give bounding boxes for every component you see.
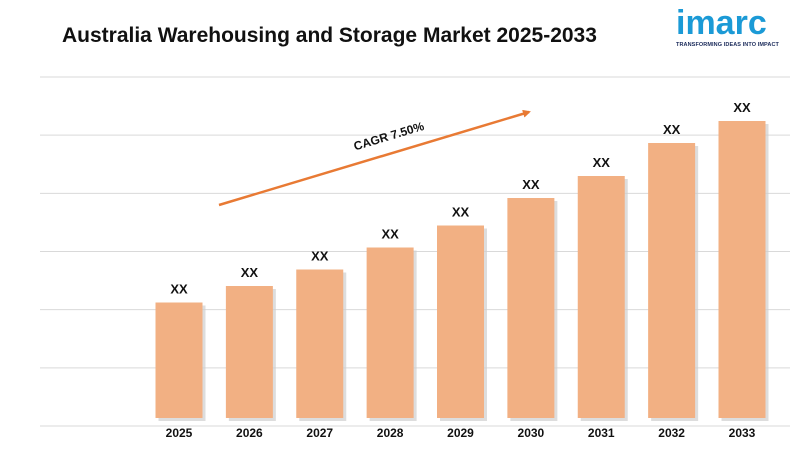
cagr-arrow [218,109,531,207]
x-tick-2033: 2033 [729,426,756,440]
data-label-2033: XX [733,100,751,115]
bar-2029 [437,225,484,418]
bar-2025 [155,302,203,418]
bar-2032 [648,143,696,418]
x-tick-2029: 2029 [447,426,474,440]
data-label-2025: XX [170,282,188,297]
data-label-2028: XX [381,227,399,242]
data-label-2030: XX [522,177,540,192]
imarc-logo: imarc TRANSFORMING IDEAS INTO IMPACT [676,6,788,56]
x-tick-2026: 2026 [236,426,263,440]
cagr-label: CAGR 7.50% [352,119,426,153]
bar-2031 [577,176,625,418]
cagr-annotation: CAGR 7.50% [218,109,531,207]
bar-2028 [366,247,414,418]
data-label-2031: XX [593,155,611,170]
bar-2033 [718,121,766,418]
bar-2027 [296,269,344,418]
logo-letter-i: i [676,4,686,42]
x-tick-2031: 2031 [588,426,615,440]
bars [155,121,769,421]
x-tick-2025: 2025 [166,426,193,440]
logo-letters-marc: marc [685,4,767,42]
data-labels: XX XX XX XX XX XX XX XX XX [170,100,751,297]
logo-word: imarc [676,6,788,40]
chart-title: Australia Warehousing and Storage Market… [62,24,597,47]
data-label-2029: XX [452,205,470,220]
data-label-2027: XX [311,249,329,264]
bar-2030 [507,198,555,418]
data-label-2032: XX [663,122,681,137]
x-tick-2027: 2027 [306,426,333,440]
x-tick-2028: 2028 [377,426,404,440]
x-tick-labels: 2025 2026 2027 2028 2029 2030 2031 2032 2033 [166,426,756,440]
bar-2026 [225,286,273,418]
x-tick-2030: 2030 [518,426,545,440]
x-tick-2032: 2032 [658,426,685,440]
data-label-2026: XX [241,265,259,280]
logo-tagline: TRANSFORMING IDEAS INTO IMPACT [676,42,780,48]
